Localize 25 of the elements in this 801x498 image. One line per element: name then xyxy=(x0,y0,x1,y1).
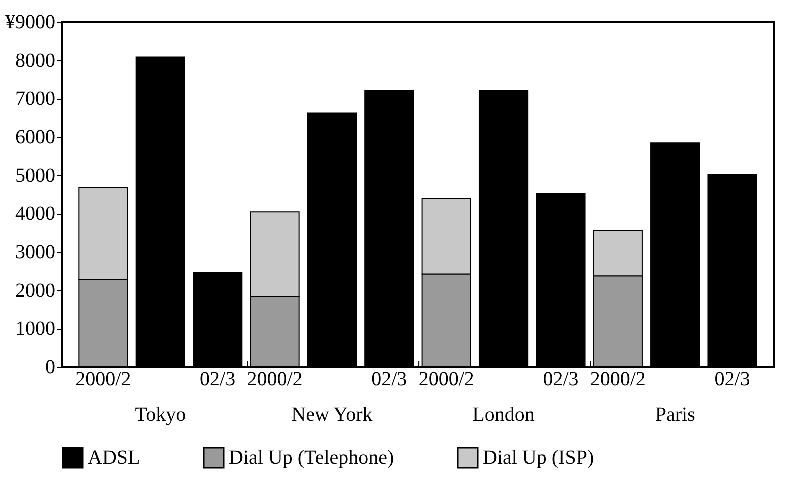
text: London xyxy=(472,404,535,426)
x-tick-label: 2000/2 xyxy=(418,368,474,390)
legend-label: Dial Up (ISP) xyxy=(483,447,594,469)
x-tick-label: 2000/2 xyxy=(590,368,646,390)
x-tick-label: 02/3 xyxy=(200,368,236,390)
x-tick-label: 02/3 xyxy=(543,368,579,390)
legend-label: ADSL xyxy=(88,447,140,469)
x-tick-label: 2000/2 xyxy=(247,368,303,390)
x-tick-label: 2000/2 xyxy=(76,368,132,390)
text: Paris xyxy=(655,404,696,426)
y-tick-label: 7000 xyxy=(16,88,56,110)
x-tick-label: 02/3 xyxy=(372,368,408,390)
legend-label: Dial Up (Telephone) xyxy=(229,447,394,469)
y-tick-label: 3000 xyxy=(16,242,56,264)
text: Tokyo xyxy=(135,404,186,426)
y-tick-label: 4000 xyxy=(16,203,56,226)
y-tick-label: 2000 xyxy=(16,280,56,302)
y-tick-label: 5000 xyxy=(16,164,56,187)
x-tick-label: 02/3 xyxy=(714,368,750,390)
y-tick-label: 6000 xyxy=(16,126,56,148)
y-tick-label: 0 xyxy=(46,356,56,378)
y-tick-label: ¥9000 xyxy=(6,12,56,34)
y-tick-label: 8000 xyxy=(16,50,56,72)
text: New York xyxy=(292,404,373,426)
y-tick-label: 1000 xyxy=(16,318,56,340)
